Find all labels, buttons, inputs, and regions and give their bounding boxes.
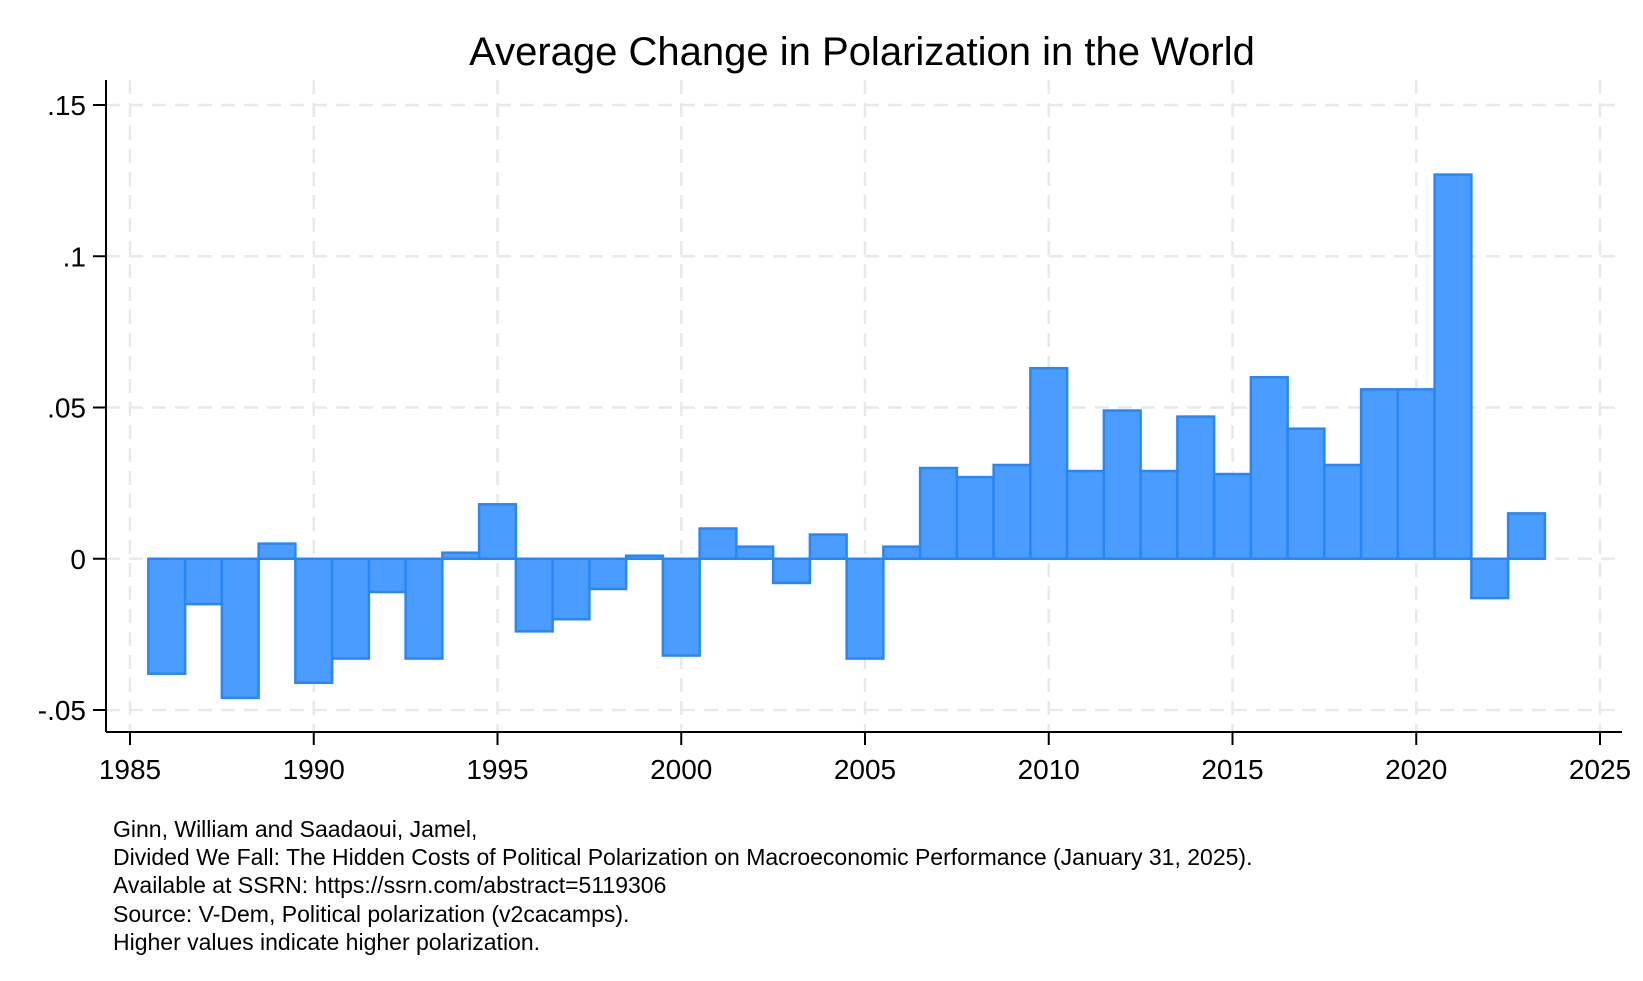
bar-1998 [588,557,628,591]
bar-2011 [1065,469,1106,560]
bar-2014 [1176,415,1216,561]
x-tick-label: 2000 [650,754,712,785]
x-tick-label: 2010 [1018,754,1080,785]
bar-2007 [918,466,959,560]
bar-1986 [147,557,187,675]
bar-2003 [771,557,812,585]
bar-2015 [1212,472,1253,560]
note-interpretation: Higher values indicate higher polarizati… [113,928,541,955]
bar-1991 [330,557,371,660]
note-citation-authors: Ginn, William and Saadaoui, Jamel, [113,816,478,842]
x-axis-ticks: 1985 1990 1995 2000 2005 2010 2015 2020 2025 [99,732,1631,785]
y-axis-ticks: -.05 0 .05 .1 .15 [38,90,106,726]
x-tick-label: 1985 [99,754,161,785]
y-tick-label: -.05 [38,695,86,726]
bar-1987 [183,557,224,606]
bar-1993 [404,557,444,660]
bar-2000 [661,557,701,657]
bar-1994 [441,551,481,561]
y-tick-label: 0 [70,544,86,575]
bars-group [147,173,1547,700]
bar-1996 [514,557,554,633]
bar-2012 [1102,409,1142,560]
bar-2022 [1470,557,1510,600]
x-tick-label: 2020 [1385,754,1447,785]
bar-1992 [367,557,407,594]
bar-2006 [882,545,922,561]
bar-1988 [220,557,260,700]
bar-2019 [1359,388,1400,560]
bar-2010 [1029,366,1069,560]
bar-2002 [735,545,775,561]
x-tick-label: 1990 [283,754,345,785]
note-ssrn-link: Available at SSRN: https://ssrn.com/abst… [113,872,667,899]
bar-2013 [1139,469,1179,560]
bar-1989 [257,542,297,560]
bar-2020 [1396,388,1436,560]
chart-notes: Ginn, William and Saadaoui, Jamel, Divid… [113,815,1252,956]
x-tick-label: 1995 [466,754,528,785]
bar-2016 [1249,376,1289,560]
bar-1995 [477,503,518,560]
bar-2009 [992,463,1032,561]
bar-2017 [1286,427,1326,560]
bar-2001 [698,527,738,560]
note-citation-title: Divided We Fall: The Hidden Costs of Pol… [113,844,1253,871]
y-tick-label: .15 [47,90,86,121]
x-tick-label: 2025 [1569,754,1631,785]
bar-1997 [551,557,591,621]
x-tick-label: 2005 [834,754,896,785]
chart-title: Average Change in Polarization in the Wo… [469,30,1255,74]
x-tick-label: 2015 [1201,754,1263,785]
y-tick-label: .05 [47,393,86,424]
bar-2018 [1323,463,1363,561]
bar-1999 [624,554,665,560]
note-source: Source: V-Dem, Political polarization (v… [113,900,630,927]
bar-2021 [1433,173,1473,560]
bar-2008 [955,475,995,561]
y-tick-label: .1 [63,241,86,272]
bar-2023 [1506,512,1547,560]
bar-2005 [845,557,885,660]
bar-1990 [294,557,334,685]
bar-2004 [808,533,848,560]
